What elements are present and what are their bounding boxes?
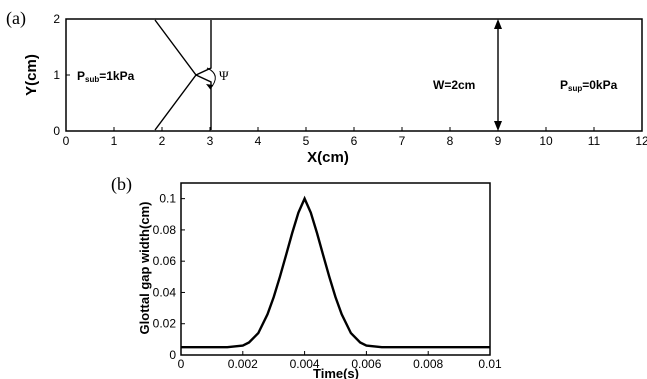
- panel-b-x-tick-label: 0.008: [413, 357, 443, 371]
- angle-arc: [206, 67, 216, 90]
- glottis-lower-contour: [154, 74, 212, 131]
- panel-a-x-tick-label: 0: [63, 134, 70, 148]
- panel-a-x-tick-label: 11: [588, 134, 601, 148]
- panel-a-x-tick-label: 12: [635, 134, 647, 148]
- width-arrowhead-bottom: [494, 121, 502, 131]
- panel-a-y-tick-label: 0: [53, 124, 60, 138]
- panel-a-x-tick-label: 1: [111, 134, 118, 148]
- panel-a-x-tick-label: 4: [255, 134, 262, 148]
- panel-a: (a) 0 1 2 3 4 5 6 7 8 9 10 11 12 012 X(cm) Y(cm) Ψ P…: [6, 8, 647, 166]
- panel-a-x-tick-label: 7: [399, 134, 406, 148]
- panel-a-label: (a): [6, 8, 26, 29]
- panel-b-y-ticks: 0 0.02 0.04 0.06 0.08 0.1: [153, 192, 185, 362]
- subglottal-pressure-label: Psub=1kPa: [77, 69, 135, 84]
- panel-b-x-axis-label: Time(s): [313, 366, 359, 379]
- panel-b-x-tick-label: 0.002: [228, 357, 258, 371]
- panel-a-frame: [65, 18, 643, 132]
- panel-a-x-tick-label: 8: [447, 134, 454, 148]
- panel-b-y-tick-label: 0.02: [153, 317, 177, 331]
- panel-a-x-tick-label: 2: [159, 134, 166, 148]
- panel-a-x-tick-label: 6: [351, 134, 358, 148]
- panel-b-x-ticks: 0 0.002 0.004 0.006 0.008 0.01: [178, 351, 502, 371]
- panel-a-x-tick-label: 10: [539, 134, 553, 148]
- panel-b-x-tick-label: 0.004: [290, 357, 320, 371]
- glottal-gap-curve: [181, 195, 490, 349]
- glottis-upper-contour: [154, 19, 212, 76]
- panel-a-x-tick-label: 9: [495, 134, 502, 148]
- panel-b-frame: [180, 182, 491, 356]
- panel-b-y-tick-label: 0.06: [153, 254, 177, 268]
- supraglottal-pressure-label: Psup=0kPa: [560, 78, 618, 93]
- panel-b-y-tick-label: 0.1: [159, 192, 176, 206]
- panel-b-y-tick-label: 0.04: [153, 285, 177, 299]
- panel-b-x-tick-label: 0: [178, 357, 185, 371]
- panel-b-x-tick-label: 0.01: [478, 357, 502, 371]
- angle-arrowhead: [206, 84, 213, 89]
- panel-b: (b) 0 0.002 0.004 0.006 0.008 0.01 00.020.040…: [111, 174, 502, 379]
- panel-b-y-tick-label: 0.08: [153, 223, 177, 237]
- panel-a-x-tick-label: 5: [303, 134, 310, 148]
- width-label: W=2cm: [433, 78, 475, 92]
- panel-a-x-axis-label: X(cm): [307, 149, 349, 166]
- panel-b-y-axis-label: Glottal gap width(cm): [137, 202, 152, 335]
- panel-b-x-tick-label: 0.006: [351, 357, 381, 371]
- panel-a-x-tick-label: 3: [207, 134, 214, 148]
- panel-a-x-ticks: 0 1 2 3 4 5 6 7 8 9 10 11 12: [63, 127, 647, 148]
- panel-a-y-axis-label: Y(cm): [23, 54, 40, 96]
- panel-a-y-tick-label: 1: [53, 68, 60, 82]
- angle-label: Ψ: [219, 68, 229, 83]
- width-arrowhead-top: [494, 19, 502, 29]
- panel-b-y-tick-label: 0: [169, 348, 176, 362]
- panel-b-label: (b): [111, 174, 132, 195]
- panel-a-y-ticks: 0 1 2: [53, 12, 70, 138]
- panel-a-y-tick-label: 2: [53, 12, 60, 26]
